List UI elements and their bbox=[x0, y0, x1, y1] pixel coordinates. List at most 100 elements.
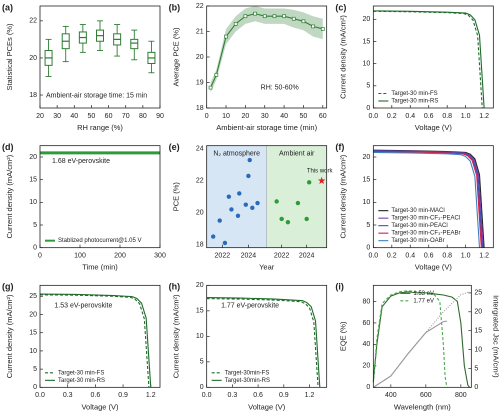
x-tick-label: 20 bbox=[241, 113, 249, 120]
legend-label: 1.77 eV bbox=[413, 298, 434, 304]
y-tick-label: 5 bbox=[366, 222, 370, 229]
panel: (f) 0 5 10 15 20 Current density (mA/cm²) Volta… bbox=[335, 142, 494, 272]
region-label: N₂ atmosphere bbox=[213, 151, 260, 158]
plot-frame bbox=[39, 284, 161, 388]
y-tick-label: 0 bbox=[366, 105, 370, 112]
x-tick-label: 0.2 bbox=[387, 113, 397, 120]
y2-tick-label: 25 bbox=[474, 290, 482, 297]
x-tick-label: 400 bbox=[385, 392, 397, 399]
panel-label: (g) bbox=[2, 282, 14, 292]
y-tick-label: 15 bbox=[29, 330, 37, 337]
y-tick-label: 20 bbox=[29, 311, 37, 318]
panel-label: (c) bbox=[335, 2, 346, 12]
panel: (b) 18 19 20 21 22 Average PCE (%) Ambient-air … bbox=[169, 2, 328, 132]
panel-label: (a) bbox=[2, 2, 13, 12]
x-tick-label: 1.0 bbox=[461, 113, 471, 120]
legend-label: Target-30 min-CF₃-PEABr bbox=[391, 231, 460, 237]
panel: (c) 0 5 10 15 20 Current density (mA/cm²) Volta… bbox=[335, 2, 494, 132]
x-tick-label: 2022 bbox=[274, 253, 290, 260]
x-tick-label: 0.6 bbox=[91, 392, 101, 399]
x-tick-label: 1.2 bbox=[305, 392, 315, 399]
y-tick-label: 19 bbox=[196, 79, 204, 86]
point bbox=[274, 199, 279, 204]
series-line bbox=[373, 151, 482, 248]
box bbox=[130, 38, 139, 50]
series-marker bbox=[320, 27, 325, 31]
legend-label: Target-30 min-CF₃-PEACl bbox=[391, 216, 460, 222]
series-marker bbox=[224, 34, 228, 39]
point bbox=[235, 213, 241, 218]
y-tick-label: 20 bbox=[196, 54, 204, 61]
series-marker bbox=[311, 24, 315, 29]
y-tick-label: 20 bbox=[196, 209, 204, 216]
x-axis-label: Voltage (V) bbox=[81, 402, 119, 411]
series-marker bbox=[282, 14, 286, 19]
series-marker bbox=[253, 11, 257, 16]
series-marker bbox=[262, 14, 267, 19]
y-tick-label: 15 bbox=[29, 177, 37, 184]
y-tick-label: 24 bbox=[196, 146, 204, 153]
y2-tick-label: 5 bbox=[474, 365, 478, 372]
legend-label: Target-30 min-FS bbox=[58, 370, 104, 376]
point bbox=[250, 205, 255, 211]
plot-frame bbox=[372, 5, 494, 109]
y-tick-label: 25 bbox=[29, 293, 37, 300]
plot-frame bbox=[206, 145, 328, 249]
y-axis-label: Statistical PCEs (%) bbox=[5, 23, 14, 91]
point bbox=[295, 200, 301, 206]
x-tick-label: 40 bbox=[70, 113, 78, 120]
series-line bbox=[372, 290, 448, 388]
x-tick-label: 2024 bbox=[299, 253, 315, 260]
x-tick-label: 600 bbox=[420, 392, 432, 399]
x-tick-label: 0.9 bbox=[279, 392, 289, 399]
series-line bbox=[373, 10, 483, 109]
x-tick-label: 0.9 bbox=[118, 392, 128, 399]
x-tick-label: 50 bbox=[88, 113, 96, 120]
legend-label: Target-30 min-OABr bbox=[391, 238, 444, 244]
x-tick-label: 1.2 bbox=[479, 113, 489, 120]
series-line bbox=[39, 294, 150, 388]
x-tick-label: 0.6 bbox=[253, 392, 263, 399]
panel-label: (d) bbox=[2, 142, 14, 152]
y2-tick-label: 0 bbox=[474, 384, 478, 391]
y-tick-label: 5 bbox=[366, 83, 370, 90]
x-axis-label: Time (min) bbox=[82, 263, 118, 272]
panel: (h) 0 5 10 15 20 Current density (mA/cm²) Volta… bbox=[169, 282, 328, 411]
plot-frame bbox=[372, 145, 494, 249]
legend-label: Target-30 min-RS bbox=[391, 99, 438, 105]
y-axis-label: Current density (mA/cm²) bbox=[5, 294, 14, 378]
panel-label: (i) bbox=[335, 282, 344, 292]
x-tick-label: 0.3 bbox=[228, 392, 238, 399]
x-tick-label: 800 bbox=[455, 392, 467, 399]
y-axis-label: Average PCE (%) bbox=[172, 27, 181, 87]
x-axis-label: Ambient-air storage time (min) bbox=[216, 123, 317, 132]
y-tick-label: 10 bbox=[29, 348, 37, 355]
y-tick-label: 20 bbox=[29, 55, 37, 62]
y-tick-label: 20 bbox=[363, 363, 371, 370]
annotation: RH: 50-60% bbox=[261, 84, 299, 91]
y-tick-label: 20 bbox=[196, 282, 204, 289]
x-tick-label: 70 bbox=[122, 113, 130, 120]
legend-label: Target-30 min-MACl bbox=[391, 208, 444, 214]
y-tick-label: 0 bbox=[366, 384, 370, 391]
region-background bbox=[206, 145, 267, 248]
x-tick-label: 0.4 bbox=[405, 253, 415, 260]
x-tick-label: 0.4 bbox=[405, 113, 415, 120]
star-point bbox=[317, 176, 326, 184]
y-axis-label: Current density (mA/cm²) bbox=[338, 15, 347, 99]
x-tick-label: 0.0 bbox=[368, 253, 378, 260]
x-axis-label: Voltage (V) bbox=[248, 402, 286, 411]
series-marker bbox=[243, 14, 248, 19]
series-line bbox=[373, 320, 447, 388]
series-marker bbox=[208, 85, 213, 90]
y-axis-label: Current density (mA/cm²) bbox=[338, 154, 347, 238]
y2-axis-label: Intergrated Jsc (mA/cm²) bbox=[491, 295, 500, 378]
point bbox=[217, 218, 222, 223]
x-tick-label: 200 bbox=[114, 253, 126, 260]
x-tick-label: 300 bbox=[154, 253, 166, 260]
series-line bbox=[373, 151, 481, 248]
point bbox=[304, 216, 309, 222]
x-axis-label: Voltage (V) bbox=[415, 263, 453, 272]
series-line bbox=[373, 291, 470, 388]
